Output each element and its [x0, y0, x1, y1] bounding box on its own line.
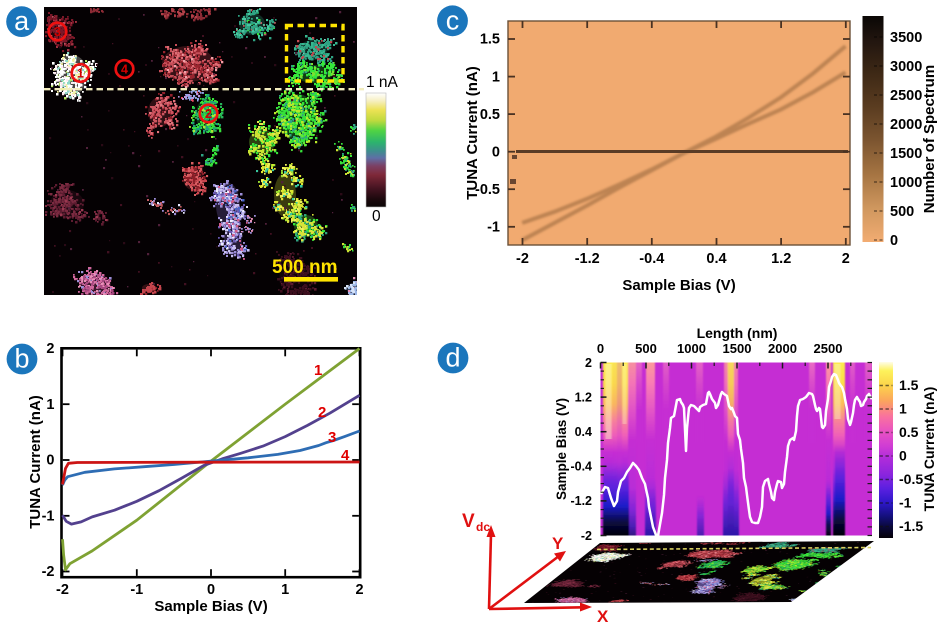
svg-text:Sample Bias (V): Sample Bias (V)	[622, 277, 735, 294]
svg-text:TUNA Current (nA): TUNA Current (nA)	[27, 395, 44, 529]
svg-text:-0.4: -0.4	[639, 251, 664, 267]
svg-text:3500: 3500	[890, 30, 922, 46]
svg-text:2: 2	[355, 582, 363, 598]
svg-text:-1: -1	[899, 495, 912, 511]
svg-text:d: d	[445, 343, 460, 373]
svg-text:1.2: 1.2	[771, 251, 791, 267]
svg-text:0: 0	[46, 453, 54, 469]
svg-text:2500: 2500	[814, 341, 843, 356]
svg-text:-2: -2	[42, 564, 55, 580]
svg-text:-1: -1	[487, 220, 500, 236]
svg-text:500: 500	[635, 341, 657, 356]
svg-text:2: 2	[842, 251, 850, 267]
svg-text:Y: Y	[552, 534, 564, 553]
svg-text:2000: 2000	[890, 117, 922, 133]
svg-text:0: 0	[372, 208, 381, 225]
svg-text:-0.4: -0.4	[570, 460, 592, 474]
svg-text:TUNA Current (nA): TUNA Current (nA)	[464, 66, 481, 200]
svg-text:-2: -2	[56, 582, 69, 598]
svg-text:1: 1	[314, 362, 322, 379]
svg-text:TUNA Current (nA): TUNA Current (nA)	[921, 387, 937, 512]
svg-text:-1.2: -1.2	[575, 251, 600, 267]
svg-text:a: a	[14, 6, 30, 36]
svg-text:1.5: 1.5	[899, 377, 919, 393]
svg-text:1.5: 1.5	[480, 32, 500, 48]
svg-text:0: 0	[890, 233, 898, 249]
svg-text:Length (nm): Length (nm)	[697, 325, 778, 341]
svg-text:3: 3	[54, 25, 61, 39]
svg-text:500 nm: 500 nm	[272, 257, 337, 278]
svg-text:3: 3	[328, 429, 336, 446]
svg-text:c: c	[446, 5, 460, 35]
svg-text:2500: 2500	[890, 88, 922, 104]
svg-text:1500: 1500	[723, 341, 752, 356]
svg-text:Number of Spectrum: Number of Spectrum	[921, 65, 938, 213]
svg-text:2: 2	[318, 404, 326, 421]
svg-text:1000: 1000	[890, 175, 922, 191]
svg-text:1000: 1000	[677, 341, 706, 356]
svg-text:0.4: 0.4	[575, 425, 592, 439]
svg-text:-1: -1	[42, 509, 55, 525]
svg-text:V: V	[462, 511, 475, 532]
svg-text:0.5: 0.5	[899, 424, 919, 440]
svg-text:2000: 2000	[768, 341, 797, 356]
svg-text:-1.2: -1.2	[570, 494, 592, 508]
svg-text:X: X	[597, 607, 609, 626]
svg-text:1: 1	[46, 397, 54, 413]
svg-text:-0.5: -0.5	[899, 471, 923, 487]
svg-text:1: 1	[281, 582, 289, 598]
svg-text:1: 1	[492, 69, 500, 85]
svg-text:1500: 1500	[890, 146, 922, 162]
svg-text:Sample Bias (V): Sample Bias (V)	[554, 398, 569, 500]
svg-text:0.5: 0.5	[480, 107, 500, 123]
svg-text:0: 0	[597, 341, 604, 356]
svg-text:1 nA: 1 nA	[366, 74, 399, 91]
svg-text:-0.5: -0.5	[475, 182, 500, 198]
svg-text:-1.5: -1.5	[899, 518, 923, 534]
svg-text:1.2: 1.2	[575, 390, 592, 404]
svg-text:0.4: 0.4	[706, 251, 726, 267]
svg-text:2: 2	[585, 356, 592, 370]
svg-text:-2: -2	[516, 251, 529, 267]
svg-text:0: 0	[207, 582, 215, 598]
svg-text:4: 4	[341, 447, 350, 464]
svg-text:dc: dc	[476, 520, 490, 534]
svg-text:-1: -1	[130, 582, 143, 598]
svg-text:Sample Bias (V): Sample Bias (V)	[154, 598, 267, 615]
svg-text:2: 2	[46, 341, 54, 357]
svg-text:0: 0	[492, 144, 500, 160]
svg-text:0: 0	[899, 448, 907, 464]
svg-text:1: 1	[77, 66, 84, 80]
svg-text:2: 2	[205, 107, 212, 121]
svg-text:-2: -2	[581, 529, 592, 543]
svg-text:1: 1	[899, 401, 907, 417]
svg-text:4: 4	[121, 62, 128, 76]
svg-text:3000: 3000	[890, 59, 922, 75]
svg-text:500: 500	[890, 204, 914, 220]
svg-text:b: b	[14, 344, 29, 374]
